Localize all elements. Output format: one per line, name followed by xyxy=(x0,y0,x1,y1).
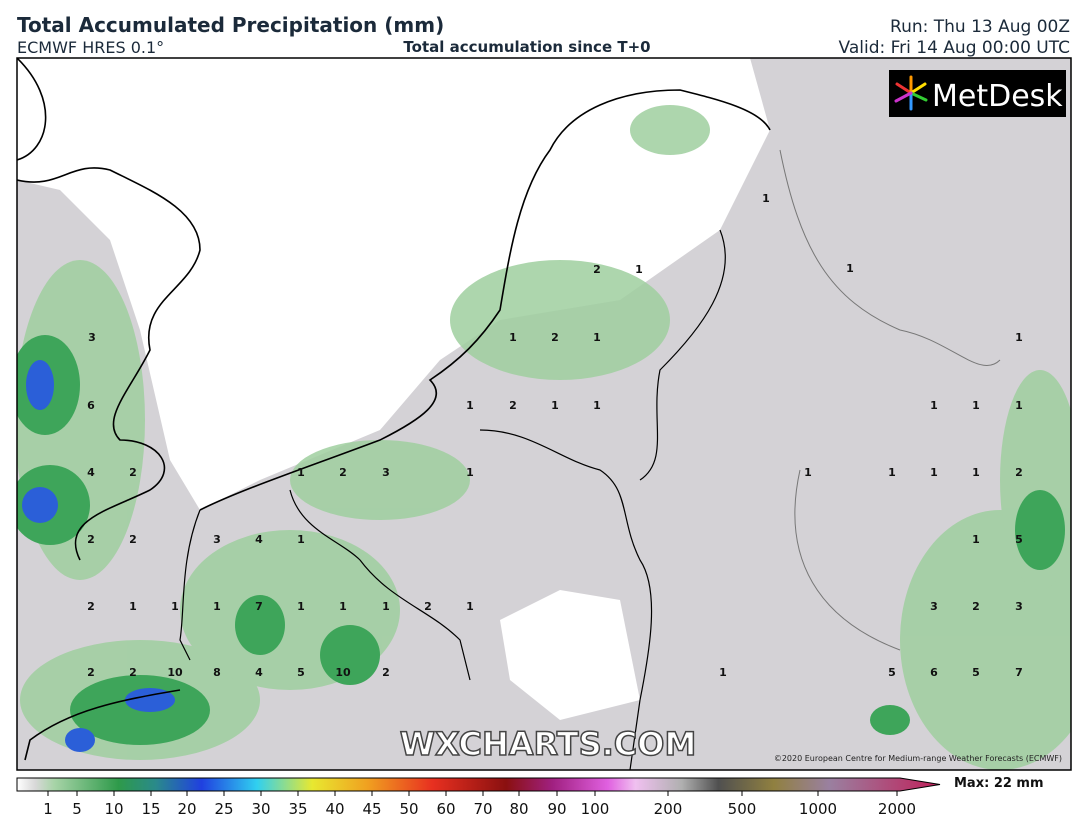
map-label: 5 xyxy=(1015,533,1023,546)
colorbar-tick-label: 35 xyxy=(288,800,307,818)
map-label: 1 xyxy=(1015,399,1023,412)
map-label: 1 xyxy=(593,399,601,412)
map-label: 1 xyxy=(972,466,980,479)
map-label: 3 xyxy=(930,600,938,613)
colorbar-tick-label: 45 xyxy=(362,800,381,818)
map-label: 1 xyxy=(1015,331,1023,344)
watermark: WXCHARTS.COM xyxy=(400,725,697,763)
map-label: 10 xyxy=(335,666,351,679)
run: Run: Thu 13 Aug 00Z xyxy=(890,17,1070,37)
colorbar-tick-label: 30 xyxy=(251,800,270,818)
map-label: 8 xyxy=(213,666,221,679)
map-label: 3 xyxy=(88,331,96,344)
map-label: 1 xyxy=(719,666,727,679)
valid: Valid: Fri 14 Aug 00:00 UTC xyxy=(839,38,1070,58)
map-label: 1 xyxy=(466,399,474,412)
map-label: 2 xyxy=(87,600,95,613)
map-label: 4 xyxy=(255,666,263,679)
map-label: 6 xyxy=(87,399,95,412)
map-label: 2 xyxy=(593,263,601,276)
map-label: 1 xyxy=(339,600,347,613)
colorbar-tick-label: 500 xyxy=(728,800,757,818)
map-label: 2 xyxy=(339,466,347,479)
map-label: 1 xyxy=(888,466,896,479)
map-label: 1 xyxy=(972,533,980,546)
copyright: ©2020 European Centre for Medium-range W… xyxy=(774,754,1062,763)
colorbar-tick-label: 20 xyxy=(177,800,196,818)
map-label: 7 xyxy=(1015,666,1023,679)
model: ECMWF HRES 0.1° xyxy=(17,38,164,57)
map-label: 2 xyxy=(1015,466,1023,479)
map-label: 1 xyxy=(930,399,938,412)
colorbar-tick-label: 2000 xyxy=(878,800,916,818)
map-label: 2 xyxy=(87,533,95,546)
map-label: 2 xyxy=(424,600,432,613)
map-label: 1 xyxy=(297,600,305,613)
logo: MetDesk xyxy=(889,70,1066,117)
logo-text: MetDesk xyxy=(932,79,1063,114)
map-label: 1 xyxy=(972,399,980,412)
map-label: 2 xyxy=(509,399,517,412)
header: Total Accumulated Precipitation (mm) ECM… xyxy=(17,13,1070,58)
map-label: 1 xyxy=(213,600,221,613)
map-label: 2 xyxy=(129,466,137,479)
map-label: 1 xyxy=(466,600,474,613)
map-label: 1 xyxy=(382,600,390,613)
map-label: 7 xyxy=(255,600,263,613)
colorbar: 1 5 10 15 20 25 30 35 40 45 50 60 70 80 90 100 200 500 100… xyxy=(16,776,1044,818)
title: Total Accumulated Precipitation (mm) xyxy=(17,13,444,37)
map-label: 1 xyxy=(297,533,305,546)
map-label: 1 xyxy=(635,263,643,276)
map-label: 1 xyxy=(466,466,474,479)
map-label: 1 xyxy=(551,399,559,412)
map-label: 1 xyxy=(804,466,812,479)
map-label: 6 xyxy=(930,666,938,679)
map-label: 1 xyxy=(171,600,179,613)
map-label: 10 xyxy=(167,666,183,679)
map-label: 5 xyxy=(297,666,305,679)
colorbar-tick-label: 90 xyxy=(547,800,566,818)
map-label: 3 xyxy=(213,533,221,546)
colorbar-tick-label: 10 xyxy=(104,800,123,818)
map-label: 1 xyxy=(593,331,601,344)
map-label: 3 xyxy=(1015,600,1023,613)
map-label: 1 xyxy=(509,331,517,344)
map-label: 2 xyxy=(551,331,559,344)
colorbar-tick-label: 5 xyxy=(72,800,82,818)
map: 3 1 2 1 12 1 116 1 2 1 1 1 1 14 2 1 2 3 1 1 1 1 1 22 2 3 4 1 1 52 1 1 1 7… xyxy=(17,58,1071,770)
map-label: 2 xyxy=(129,666,137,679)
colorbar-tick-label: 70 xyxy=(473,800,492,818)
map-label: 1 xyxy=(846,262,854,275)
colorbar-tick-label: 80 xyxy=(509,800,528,818)
map-label: 5 xyxy=(888,666,896,679)
colorbar-tick-label: 1000 xyxy=(799,800,837,818)
map-label: 2 xyxy=(972,600,980,613)
colorbar-tick-label: 25 xyxy=(214,800,233,818)
colorbar-tick-label: 50 xyxy=(399,800,418,818)
colorbar-tick-label: 40 xyxy=(325,800,344,818)
map-label: 5 xyxy=(972,666,980,679)
map-label: 1 xyxy=(297,466,305,479)
map-label: 2 xyxy=(382,666,390,679)
colorbar-tick-label: 100 xyxy=(581,800,610,818)
colorbar-tick-label: 60 xyxy=(436,800,455,818)
colorbar-tick-label: 15 xyxy=(141,800,160,818)
colorbar-tick-label: 1 xyxy=(43,800,53,818)
map-label: 4 xyxy=(255,533,263,546)
map-label: 3 xyxy=(382,466,390,479)
colorbar-tick-label: 200 xyxy=(654,800,683,818)
map-label: 1 xyxy=(930,466,938,479)
max-label: Max: 22 mm xyxy=(954,776,1044,791)
map-label: 1 xyxy=(129,600,137,613)
map-frame xyxy=(16,57,1072,771)
map-label: 2 xyxy=(129,533,137,546)
map-labels: 3 1 2 1 12 1 116 1 2 1 1 1 1 14 2 1 2 3 1 1 1 1 1 22 2 3 4 1 1 52 1 1 1 7… xyxy=(87,192,1023,679)
map-label: 4 xyxy=(87,466,95,479)
map-label: 2 xyxy=(87,666,95,679)
map-label: 1 xyxy=(762,192,770,205)
description: Total accumulation since T+0 xyxy=(403,38,650,56)
